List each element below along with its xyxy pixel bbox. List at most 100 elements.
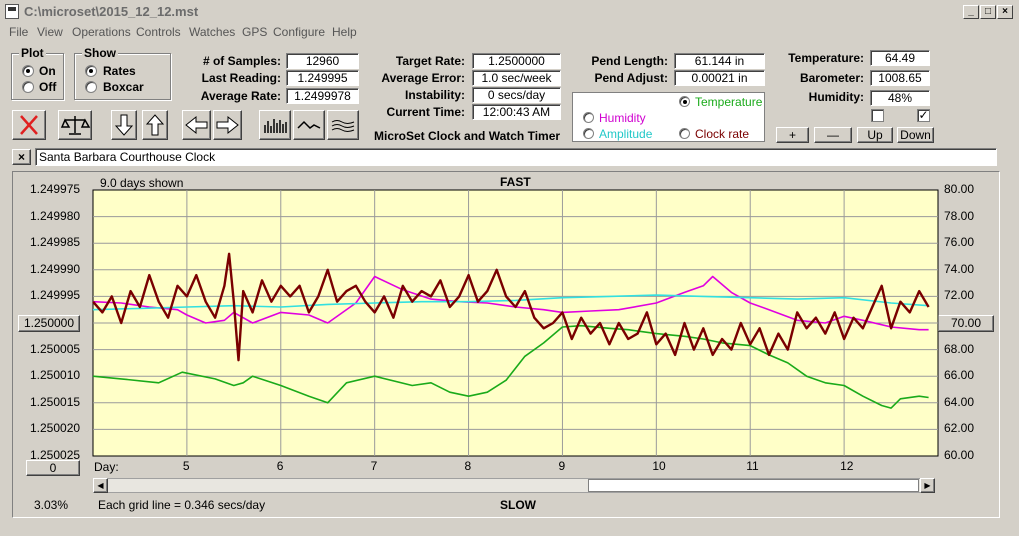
barometer-label: Barometer: xyxy=(799,71,864,85)
env-checkbox-2[interactable]: ✓ xyxy=(917,108,930,122)
series-line-temperature xyxy=(92,324,929,409)
right-tick-label: 64.00 xyxy=(944,394,975,409)
histogram-icon xyxy=(264,119,287,133)
menu-view[interactable]: View xyxy=(37,25,63,39)
clear-name-button[interactable]: × xyxy=(12,149,31,165)
left-tick-label: 1.250015 xyxy=(30,394,81,409)
left-tick-label: 1.250025 xyxy=(30,448,81,462)
menu-controls[interactable]: Controls xyxy=(136,25,181,39)
right-center-button[interactable]: 70.00 xyxy=(938,315,994,332)
smooth-wave-icon xyxy=(331,120,355,132)
right-tick-label: 78.00 xyxy=(944,208,975,223)
gridlines xyxy=(93,190,938,456)
stop-button[interactable] xyxy=(12,110,46,140)
percent-label: 3.03% xyxy=(34,498,69,512)
menu-watches[interactable]: Watches xyxy=(189,25,236,39)
arrow-down-icon xyxy=(114,114,134,136)
x-tick-label: 12 xyxy=(840,459,854,473)
line-plot-button[interactable] xyxy=(293,110,325,140)
x-tick-label: 7 xyxy=(370,459,378,473)
barometer-field: 1008.65 xyxy=(870,70,930,86)
x-tick-label: 5 xyxy=(182,459,190,473)
menu-file[interactable]: File xyxy=(9,25,29,39)
left-bottom-button[interactable]: 0 xyxy=(26,460,80,476)
series-line-clock-rate xyxy=(92,252,930,362)
amplitude-radio[interactable] xyxy=(583,128,594,139)
pend-length-label: Pend Length: xyxy=(591,54,668,68)
scroll-thumb[interactable] xyxy=(588,479,919,492)
x-tick-label: 8 xyxy=(464,459,472,473)
show-group-title: Show xyxy=(82,46,118,60)
clock-rate-radio[interactable] xyxy=(679,128,690,139)
left-tick-label: 1.249980 xyxy=(30,208,81,223)
arrow-up-button[interactable] xyxy=(142,110,168,140)
scroll-left-button[interactable]: ◀ xyxy=(93,478,108,493)
x-tick-label: 10 xyxy=(652,459,666,473)
smooth-plot-button[interactable] xyxy=(327,110,359,140)
pend-adjust-label: Pend Adjust: xyxy=(594,71,668,85)
humidity-radio[interactable] xyxy=(583,112,594,123)
amplitude-option-label: Amplitude xyxy=(599,127,653,141)
maximize-button[interactable]: □ xyxy=(980,5,996,19)
samples-field: 12960 xyxy=(286,53,359,69)
last-reading-field: 1.249995 xyxy=(286,70,359,86)
samples-label: # of Samples: xyxy=(202,54,281,68)
arrow-left-icon xyxy=(185,115,208,135)
left-tick-label: 1.250010 xyxy=(30,368,81,383)
temperature-label: Temperature: xyxy=(788,51,864,65)
left-tick-label: 1.250005 xyxy=(30,341,81,356)
title-bar: C:\microset\2015_12_12.mst _ □ × xyxy=(0,0,1019,24)
plot-on-label: On xyxy=(39,64,56,78)
up-button[interactable]: Up xyxy=(857,127,893,143)
wave-line-icon xyxy=(297,120,321,129)
grid-note: Each grid line = 0.346 secs/day xyxy=(98,498,266,512)
average-error-field: 1.0 sec/week xyxy=(472,70,561,86)
arrow-down-button[interactable] xyxy=(111,110,137,140)
right-tick-label: 72.00 xyxy=(944,288,975,303)
minimize-button[interactable]: _ xyxy=(963,5,979,19)
instability-field: 0 secs/day xyxy=(472,87,561,103)
plot-off-radio[interactable] xyxy=(22,81,34,93)
plot-group-title: Plot xyxy=(19,46,46,60)
target-rate-field[interactable]: 1.2500000 xyxy=(472,53,561,69)
balance-button[interactable] xyxy=(58,110,92,140)
menu-help[interactable]: Help xyxy=(332,25,357,39)
right-tick-label: 62.00 xyxy=(944,421,975,436)
average-rate-field: 1.2499978 xyxy=(286,88,359,104)
x-tick-label: 9 xyxy=(558,459,566,473)
left-tick-label: 1.249990 xyxy=(30,261,81,276)
series-select-box xyxy=(572,92,765,142)
arrow-left-button[interactable] xyxy=(182,110,211,140)
menu-gps[interactable]: GPS xyxy=(242,25,268,39)
scale-icon xyxy=(60,116,91,135)
right-tick-label: 76.00 xyxy=(944,235,975,250)
pend-length-field[interactable]: 61.144 in xyxy=(674,53,765,69)
plus-button[interactable]: + xyxy=(776,127,809,143)
temperature-radio[interactable] xyxy=(679,96,690,107)
clock-name-input[interactable]: Santa Barbara Courthouse Clock xyxy=(35,148,997,166)
rate-chart xyxy=(92,189,939,457)
histogram-button[interactable] xyxy=(259,110,291,140)
arrow-right-button[interactable] xyxy=(213,110,242,140)
humidity-option-label: Humidity xyxy=(599,111,646,125)
minus-button[interactable]: — xyxy=(814,127,852,143)
left-tick-label: 1.250020 xyxy=(30,421,81,436)
plot-on-radio[interactable] xyxy=(22,65,34,77)
last-reading-label: Last Reading: xyxy=(201,71,281,85)
current-time-label: Current Time: xyxy=(386,105,465,119)
right-tick-label: 74.00 xyxy=(944,261,975,276)
show-rates-radio[interactable] xyxy=(85,65,97,77)
close-window-button[interactable]: × xyxy=(997,5,1013,19)
menu-configure[interactable]: Configure xyxy=(273,25,326,39)
left-center-button[interactable]: 1.250000 xyxy=(18,315,80,332)
app-icon[interactable] xyxy=(5,4,19,19)
instability-label: Instability: xyxy=(404,88,465,102)
menu-operations[interactable]: Operations xyxy=(72,25,131,39)
env-checkbox-1[interactable] xyxy=(871,109,884,122)
pend-adjust-field[interactable]: 0.00021 in xyxy=(674,70,765,86)
show-group xyxy=(74,53,171,100)
down-button[interactable]: Down xyxy=(897,127,934,143)
show-boxcar-radio[interactable] xyxy=(85,81,97,93)
scroll-right-button[interactable]: ▶ xyxy=(920,478,935,493)
left-tick-label: 1.249995 xyxy=(30,288,81,303)
